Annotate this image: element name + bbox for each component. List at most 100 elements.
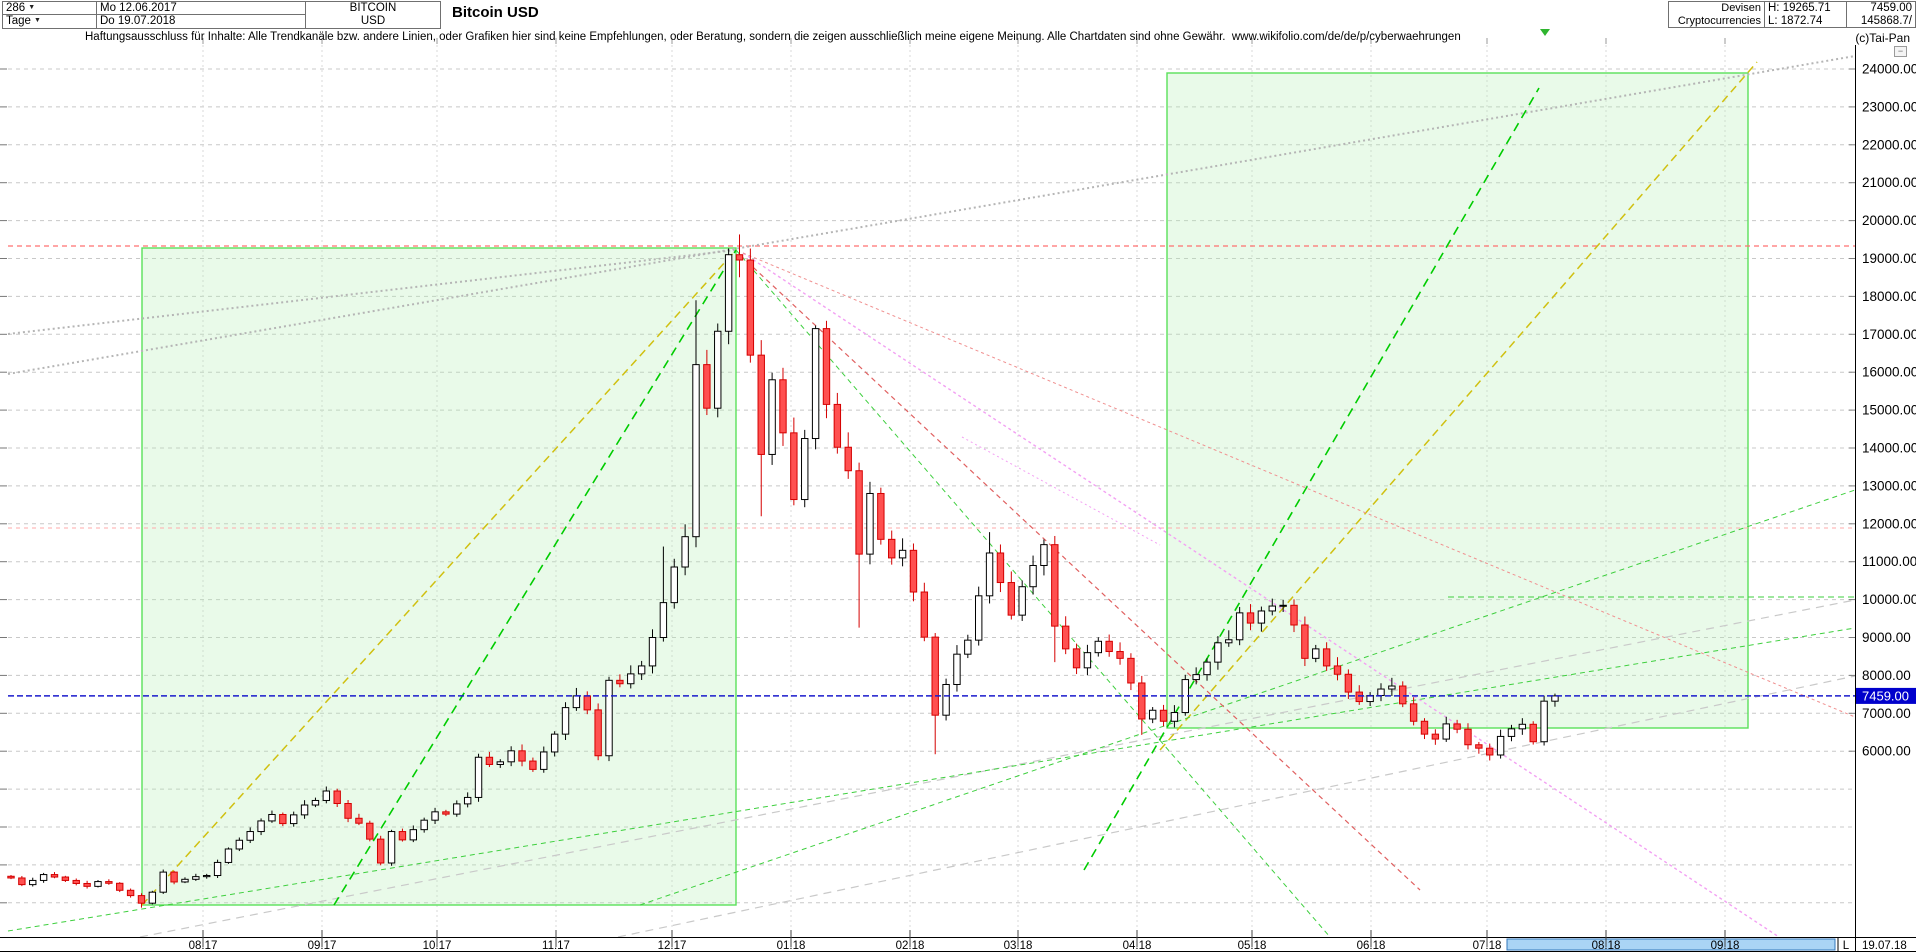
symbol-name: BITCOIN: [349, 2, 397, 15]
price-axis-label: 22000.00: [1862, 137, 1916, 152]
period-value: Tage: [6, 15, 31, 28]
candle: [1420, 720, 1429, 735]
candle: [224, 848, 233, 863]
candle: [257, 820, 265, 833]
candle: [1344, 673, 1353, 693]
collapse-axis-icon[interactable]: −: [1894, 46, 1907, 57]
candle: [1159, 709, 1168, 722]
bars-count-dropdown[interactable]: 286 ▼: [2, 1, 97, 15]
candle: [811, 328, 820, 440]
candle: [137, 895, 146, 904]
candle: [529, 760, 537, 770]
candle: [181, 878, 189, 883]
month-label: 02.18: [896, 940, 925, 952]
candle: [855, 470, 863, 555]
trend-line: [639, 489, 1856, 906]
candle: [1225, 639, 1233, 644]
price-axis-label: 9000.00: [1862, 630, 1911, 645]
date-to-field[interactable]: Do 19.07.2018: [96, 14, 306, 29]
symbol-cell: BITCOIN USD: [305, 1, 441, 29]
candle: [768, 379, 776, 455]
current-price-label-bg: [1856, 687, 1916, 704]
candle: [289, 814, 298, 825]
candle: [105, 881, 113, 884]
candle: [442, 811, 450, 815]
candle: [757, 354, 765, 455]
candle: [833, 403, 842, 448]
candle: [279, 813, 287, 825]
candle: [235, 839, 244, 850]
candle: [1116, 651, 1124, 659]
symbol-currency: USD: [360, 14, 386, 27]
price-axis-label: 18000.00: [1862, 289, 1916, 304]
candle: [1061, 625, 1070, 650]
candle: [974, 595, 983, 641]
candle: [268, 813, 276, 822]
candle: [822, 328, 831, 405]
candle: [126, 889, 135, 897]
month-label: 06.18: [1357, 940, 1386, 952]
price-axis-label: 14000.00: [1862, 441, 1916, 456]
date-from-field[interactable]: Mo 12.06.2017: [96, 1, 306, 15]
price-axis-label: 8000.00: [1862, 668, 1911, 683]
candle: [333, 790, 341, 805]
candle: [1453, 723, 1461, 730]
trend-line: [739, 254, 1421, 891]
candle: [376, 838, 385, 864]
candle: [1203, 661, 1211, 676]
candle: [72, 879, 80, 884]
date-to-value: Do 19.07.2018: [100, 15, 176, 28]
candle: [1551, 695, 1559, 702]
candle: [474, 756, 483, 798]
candle: [420, 819, 428, 831]
future-period-highlight: [1506, 938, 1836, 951]
candle: [1214, 642, 1222, 663]
candle: [779, 379, 787, 434]
candle: [463, 796, 472, 805]
price-axis-label: 13000.00: [1862, 478, 1916, 493]
candle: [746, 259, 755, 356]
candle: [1431, 733, 1440, 740]
candle: [366, 822, 374, 840]
period-dropdown[interactable]: Tage ▼: [2, 14, 97, 29]
candle: [844, 446, 852, 472]
candle: [681, 536, 689, 568]
price-axis-label: 23000.00: [1862, 99, 1916, 114]
candle: [1475, 744, 1483, 749]
candle: [877, 492, 885, 540]
price-axis: 6000.00 7000.00 8000.00 9000.00 10000.00 1100…: [0, 45, 1916, 951]
price-axis-label: 12000.00: [1862, 516, 1916, 531]
month-label: 10.17: [423, 940, 452, 952]
trend-line: [961, 436, 1161, 546]
candle: [790, 432, 798, 501]
last-price-cell: 7459.00 145868.7/: [1846, 1, 1916, 28]
candle: [996, 552, 1005, 584]
candle: [431, 811, 439, 821]
month-label: 12.17: [658, 940, 687, 952]
trend-line: [1159, 61, 1758, 751]
candle: [1279, 604, 1287, 607]
candle: [1018, 586, 1026, 616]
candle: [1083, 652, 1092, 669]
candle: [1507, 728, 1516, 737]
last-price-value: 7459.00: [1870, 2, 1912, 15]
period-high: H: 19265.71: [1768, 2, 1831, 15]
candle: [1409, 703, 1418, 722]
candle: [735, 254, 744, 261]
month-label: 07.18: [1473, 940, 1502, 952]
candle: [1051, 544, 1059, 627]
candle: [1105, 640, 1113, 653]
candle: [1442, 723, 1450, 740]
candle: [572, 695, 581, 709]
candle: [322, 790, 331, 801]
month-label: 08.18: [1592, 940, 1621, 952]
candle: [920, 591, 929, 638]
category-line1: Devisen: [1721, 2, 1761, 15]
candles: [7, 234, 1559, 908]
candle: [550, 733, 559, 753]
candle: [1127, 657, 1135, 684]
candle: [724, 254, 733, 332]
category-line2: Cryptocurrencies: [1677, 14, 1761, 27]
